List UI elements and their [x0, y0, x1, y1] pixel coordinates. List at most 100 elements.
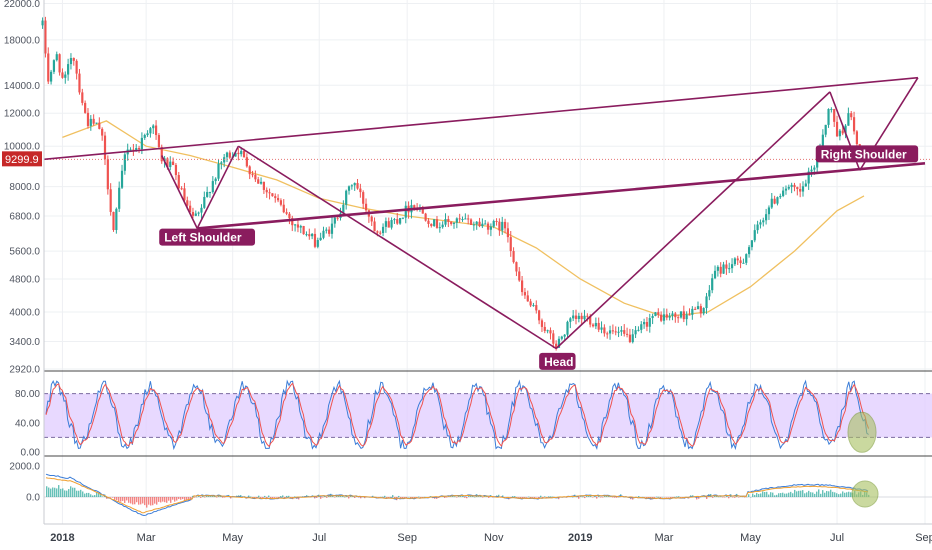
candle [685, 311, 688, 326]
macd-pane[interactable] [44, 473, 932, 517]
annotation-text: Head [544, 355, 573, 369]
candle [660, 311, 663, 323]
stochastic-pane[interactable] [44, 379, 932, 453]
candle-body [725, 264, 728, 269]
macd-bar [524, 497, 526, 498]
candle [611, 324, 614, 335]
macd-bar [430, 496, 432, 497]
macd-bar [786, 493, 788, 497]
candle-body [787, 186, 790, 189]
candle-body [197, 212, 200, 214]
candle [728, 262, 731, 274]
candle-body [765, 214, 768, 221]
macd-bar [616, 497, 618, 498]
macd-bar [550, 496, 552, 497]
macd-bar [828, 491, 830, 497]
candle [640, 321, 643, 334]
price-axis[interactable]: 22000.0 18000.0 14000.0 12000.0 10000.0 8000.… [4, 0, 41, 504]
candle [682, 305, 685, 323]
candle [677, 314, 680, 323]
macd-bar [586, 495, 588, 497]
macd-bar [404, 497, 406, 498]
candle-body [489, 226, 492, 230]
macd-bar [114, 497, 116, 500]
candle-body [129, 149, 132, 151]
candle-body [265, 189, 268, 193]
macd-bar [144, 497, 146, 506]
chart-grid [44, 0, 932, 524]
macd-bar [166, 497, 168, 503]
candle-body [259, 181, 263, 184]
candle [515, 261, 518, 277]
candle-body [847, 113, 850, 126]
candle [821, 129, 824, 147]
candle-body [189, 205, 192, 213]
candle-body [753, 230, 756, 241]
candle-body [427, 220, 430, 224]
candle-body [458, 218, 461, 220]
candle-body [217, 163, 220, 179]
macd-bar [764, 491, 766, 497]
macd-bar [80, 489, 82, 497]
macd-bar [408, 496, 410, 498]
candle-body [421, 208, 424, 214]
candle [489, 223, 492, 237]
candle [285, 208, 288, 216]
candle [705, 292, 708, 314]
candle-body [648, 318, 651, 327]
candle [217, 159, 220, 181]
candle [106, 155, 109, 195]
macd-bar [812, 492, 814, 497]
macd-bar [850, 492, 852, 497]
candle [177, 171, 180, 190]
candle [316, 237, 319, 249]
candle-body [180, 188, 183, 190]
candle [44, 16, 47, 58]
macd-bar [642, 496, 644, 498]
candle-body [379, 232, 382, 234]
time-axis[interactable]: 2018 Mar May Jul Sep Nov 2019 Mar May Jul Sep [50, 532, 932, 544]
candle [481, 218, 484, 229]
macd-bar [88, 492, 90, 497]
macd-bar [788, 492, 790, 497]
candle [203, 191, 206, 209]
candle-body [801, 186, 805, 192]
candle-body [154, 125, 158, 136]
candle [566, 320, 569, 337]
candle-body [498, 221, 501, 231]
candle [600, 321, 603, 334]
candle-body [404, 205, 407, 218]
macd-bar [76, 490, 78, 497]
macd-bar [212, 495, 214, 497]
macd-bar [462, 495, 464, 497]
pattern-lines-layer [43, 76, 926, 350]
macd-bar [314, 497, 316, 499]
macd-bar [498, 494, 500, 497]
macd-bar [150, 497, 152, 506]
candle [143, 133, 146, 140]
candle-body [49, 71, 53, 82]
candle-body [716, 266, 719, 271]
macd-bar [596, 497, 598, 499]
macd-bar [386, 497, 388, 498]
macd-bar [724, 497, 726, 498]
candle [47, 47, 50, 85]
candle-body [617, 331, 620, 333]
candle [776, 196, 779, 206]
candle-body [620, 330, 623, 332]
price-pane[interactable]: Left Shoulder Head Right Shoulder [41, 16, 932, 370]
candle [214, 177, 217, 185]
candle-body [234, 152, 237, 157]
macd-bar [102, 496, 104, 497]
y-tick-label: 40.00 [15, 418, 40, 429]
macd-bar [186, 497, 188, 500]
y-tick-label: 8000.0 [9, 182, 40, 193]
candle [623, 324, 626, 337]
candle [546, 329, 549, 334]
macd-bar [92, 495, 94, 497]
candle-body [555, 343, 558, 348]
candle [401, 217, 405, 220]
candle [311, 232, 314, 240]
macd-bar [824, 492, 826, 497]
macd-bar [846, 492, 848, 497]
